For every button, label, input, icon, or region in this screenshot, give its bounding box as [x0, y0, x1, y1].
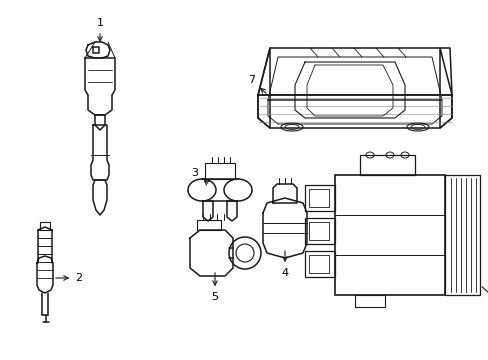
Bar — [305, 251, 334, 277]
Bar — [305, 218, 334, 244]
Bar — [40, 222, 50, 230]
Bar — [308, 222, 328, 240]
Ellipse shape — [406, 123, 428, 131]
Bar — [359, 155, 414, 175]
Bar — [444, 175, 479, 295]
Bar — [334, 175, 444, 295]
Bar — [204, 163, 235, 179]
Text: 2: 2 — [56, 273, 82, 283]
Bar — [354, 295, 384, 307]
Text: 6: 6 — [481, 287, 488, 315]
Text: 1: 1 — [96, 18, 103, 41]
Ellipse shape — [281, 123, 303, 131]
Text: 7: 7 — [247, 75, 265, 93]
Text: 5: 5 — [211, 273, 218, 302]
Text: 4: 4 — [281, 251, 288, 278]
Bar — [308, 189, 328, 207]
Bar — [305, 185, 334, 211]
Bar — [308, 255, 328, 273]
Text: 3: 3 — [191, 168, 209, 185]
Bar — [197, 220, 221, 230]
